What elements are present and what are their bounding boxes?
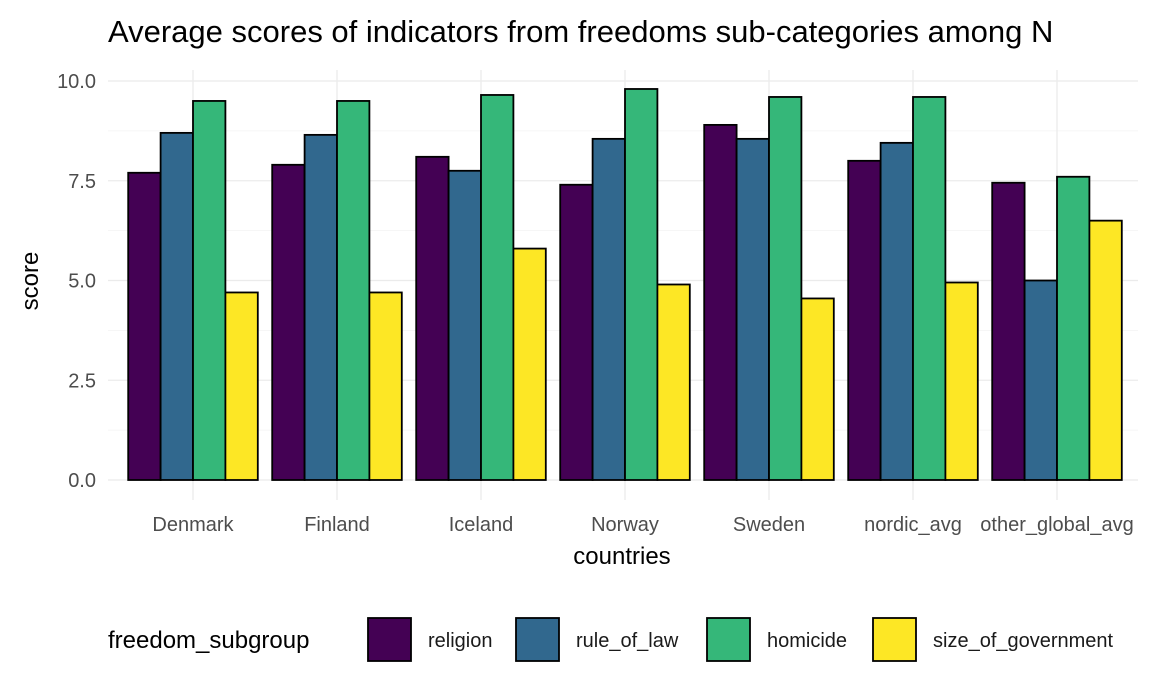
legend-title: freedom_subgroup <box>108 627 309 654</box>
bar-homicide-Iceland <box>480 94 515 481</box>
legend-label-religion: religion <box>428 630 492 652</box>
bar-size_of_government-Finland <box>368 291 403 481</box>
y-tick-label: 0.0 <box>68 470 96 492</box>
bar-size_of_government-Norway <box>656 283 691 481</box>
y-axis-ticks: 0.0 2.5 5.0 7.5 10.0 <box>57 71 96 492</box>
x-tick-label: nordic_avg <box>864 514 962 536</box>
x-tick-label: Norway <box>591 514 659 536</box>
legend-swatch-homicide <box>706 617 751 662</box>
bar-homicide-other_global_avg <box>1056 175 1091 481</box>
legend: freedom_subgroup religion rule_of_law homi… <box>108 617 1114 662</box>
bar-size_of_government-Denmark <box>224 291 259 481</box>
y-tick-label: 2.5 <box>68 370 96 392</box>
bar-rule_of_law-Norway <box>591 137 626 481</box>
bar-homicide-Norway <box>624 88 659 481</box>
x-axis-title: countries <box>573 543 670 570</box>
x-tick-label: Denmark <box>152 514 234 536</box>
bar-religion-Denmark <box>127 171 162 481</box>
bar-religion-Norway <box>559 183 594 481</box>
x-tick-label: other_global_avg <box>980 514 1133 536</box>
legend-label-homicide: homicide <box>767 630 847 652</box>
y-tick-label: 7.5 <box>68 171 96 193</box>
bars <box>127 88 1123 481</box>
bar-size_of_government-Sweden <box>800 297 835 481</box>
bar-religion-other_global_avg <box>991 181 1026 481</box>
bar-religion-nordic_avg <box>847 159 882 481</box>
legend-label-rule_of_law: rule_of_law <box>576 630 679 652</box>
legend-swatch-religion <box>367 617 412 662</box>
y-axis-title: score <box>17 252 44 311</box>
bar-rule_of_law-other_global_avg <box>1023 279 1058 481</box>
bar-rule_of_law-Iceland <box>447 169 482 481</box>
bar-homicide-nordic_avg <box>912 96 947 481</box>
legend-items: religion rule_of_law homicide size_of_gover… <box>367 617 1114 662</box>
bar-religion-Finland <box>271 163 306 481</box>
x-tick-label: Sweden <box>733 514 805 536</box>
bar-religion-Iceland <box>415 155 450 481</box>
legend-swatch-rule_of_law <box>515 617 560 662</box>
bar-size_of_government-nordic_avg <box>944 281 979 481</box>
bar-homicide-Finland <box>336 100 371 481</box>
legend-label-size_of_government: size_of_government <box>933 630 1114 652</box>
legend-swatch-size_of_government <box>872 617 917 662</box>
bar-rule_of_law-Finland <box>303 133 338 481</box>
bar-homicide-Sweden <box>768 96 803 481</box>
y-tick-label: 10.0 <box>57 71 96 93</box>
bar-religion-Sweden <box>703 123 738 481</box>
bar-size_of_government-Iceland <box>512 247 547 481</box>
x-tick-label: Finland <box>304 514 370 536</box>
bar-rule_of_law-Denmark <box>159 131 194 481</box>
x-tick-label: Iceland <box>449 514 514 536</box>
bar-homicide-Denmark <box>192 100 227 481</box>
x-axis-ticks: Denmark Finland Iceland Norway Sweden nordic_… <box>152 514 1133 536</box>
chart-title: Average scores of indicators from freedo… <box>108 14 1053 49</box>
bar-rule_of_law-Sweden <box>735 137 770 481</box>
bar-size_of_government-other_global_avg <box>1088 219 1123 481</box>
y-tick-label: 5.0 <box>68 271 96 293</box>
bar-rule_of_law-nordic_avg <box>879 141 914 481</box>
